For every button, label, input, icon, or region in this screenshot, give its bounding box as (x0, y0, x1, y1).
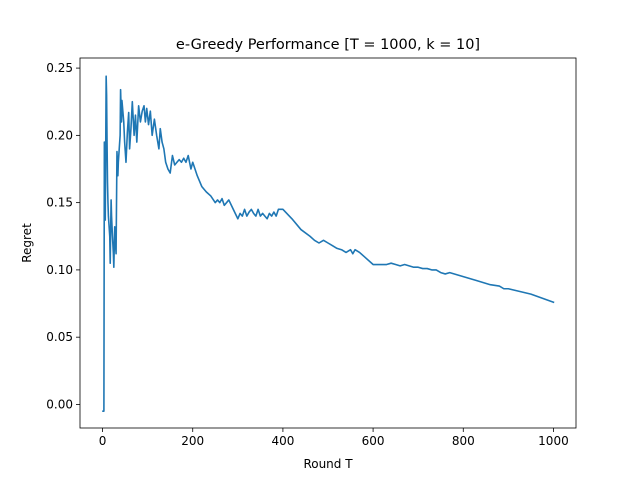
x-tick-label: 800 (452, 434, 475, 448)
series-line-0 (102, 75, 555, 412)
chart-title: e-Greedy Performance [T = 1000, k = 10] (176, 37, 480, 53)
y-tick-label: 0.05 (46, 330, 73, 344)
y-tick-label: 0.25 (46, 61, 73, 75)
axes-frame (79, 57, 577, 429)
y-tick-label: 0.15 (46, 196, 73, 210)
x-tick-label: 600 (362, 434, 385, 448)
y-tick-label: 0.00 (46, 397, 73, 411)
x-tick-label: 1000 (538, 434, 569, 448)
x-tick-label: 400 (271, 434, 294, 448)
y-axis-label: Regret (20, 223, 34, 263)
x-tick-label: 200 (181, 434, 204, 448)
axes-layer (79, 57, 577, 429)
x-axis-label: Round T (303, 457, 353, 471)
x-axis-ticks: 0 200 400 600 800 1000 (99, 428, 569, 448)
series-layer (102, 75, 555, 412)
y-axis-ticks: 0.00 0.05 0.10 0.15 0.20 0.25 (46, 61, 80, 411)
x-tick-label: 0 (99, 434, 107, 448)
y-tick-label: 0.20 (46, 128, 73, 142)
y-tick-label: 0.10 (46, 263, 73, 277)
